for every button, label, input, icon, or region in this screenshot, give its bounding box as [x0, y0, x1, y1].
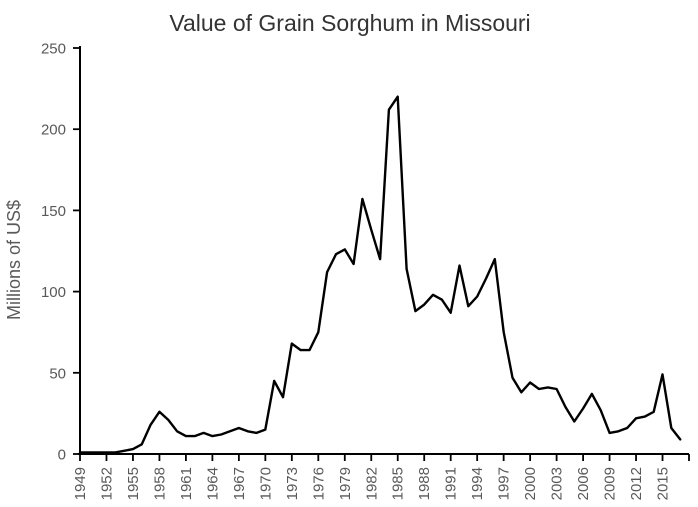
- x-tick-label: 1976: [310, 467, 327, 500]
- x-tick-label: 1955: [125, 467, 142, 500]
- x-tick-label: 1994: [469, 467, 486, 500]
- y-axis-title: Millions of US$: [4, 200, 24, 320]
- x-tick-label: 1997: [496, 467, 513, 500]
- x-axis: 1949 1952 1955 1958 1961 1964 1967 1970 1973 1976…: [72, 453, 690, 500]
- x-tick-label: 1964: [204, 467, 221, 500]
- y-axis: 0 50 100 150 200 250: [41, 41, 81, 464]
- chart-title: Value of Grain Sorghum in Missouri: [169, 10, 530, 36]
- y-tick-label: 250: [41, 41, 66, 58]
- x-tick-label: 2000: [522, 467, 539, 500]
- x-tick-label: 1982: [363, 467, 380, 500]
- x-tick-label: 2012: [628, 467, 645, 500]
- y-tick-label: 150: [41, 203, 66, 220]
- data-line: [78, 95, 682, 454]
- y-tick-label: 0: [58, 447, 66, 464]
- x-tick-label: 1985: [390, 467, 407, 500]
- y-tick-label: 100: [41, 284, 66, 301]
- x-tick-label: 1967: [231, 467, 248, 500]
- x-tick-label: 1961: [178, 467, 195, 500]
- x-tick-label: 1973: [284, 467, 301, 500]
- x-tick-label: 1988: [416, 467, 433, 500]
- y-tick-label: 200: [41, 122, 66, 139]
- x-tick-label: 1952: [98, 467, 115, 500]
- y-tick-label: 50: [49, 365, 66, 382]
- x-tick-label: 1970: [257, 467, 274, 500]
- x-tick-label: 1958: [151, 467, 168, 500]
- x-tick-label: 2006: [575, 467, 592, 500]
- x-tick-label: 2015: [655, 467, 672, 500]
- x-tick-label: 1991: [443, 467, 460, 500]
- x-tick-label: 1979: [337, 467, 354, 500]
- x-tick-label: 2009: [602, 467, 619, 500]
- x-tick-label: 2003: [549, 467, 566, 500]
- x-tick-label: 1949: [72, 467, 89, 500]
